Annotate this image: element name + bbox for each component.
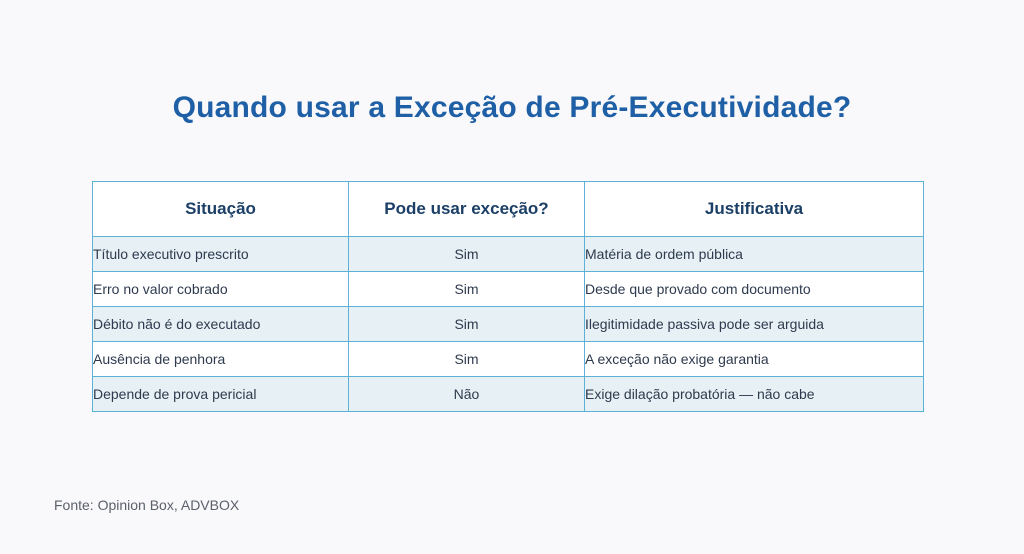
cell-justificativa: Ilegitimidade passiva pode ser arguida <box>584 306 924 342</box>
cell-pode-usar: Sim <box>348 236 585 272</box>
cell-justificativa: Exige dilação probatória — não cabe <box>584 376 924 412</box>
table-row: Título executivo prescrito Sim Matéria d… <box>92 236 924 272</box>
cell-pode-usar: Sim <box>348 341 585 377</box>
source-note: Fonte: Opinion Box, ADVBOX <box>54 497 240 513</box>
table-row: Débito não é do executado Sim Ilegitimid… <box>92 306 924 342</box>
cell-pode-usar: Não <box>348 376 585 412</box>
cell-situacao: Depende de prova pericial <box>92 376 349 412</box>
cell-justificativa: A exceção não exige garantia <box>584 341 924 377</box>
cell-pode-usar: Sim <box>348 306 585 342</box>
exception-table: Situação Pode usar exceção? Justificativ… <box>92 181 924 412</box>
cell-situacao: Erro no valor cobrado <box>92 271 349 307</box>
column-header-pode-usar: Pode usar exceção? <box>348 181 585 237</box>
page-title: Quando usar a Exceção de Pré-Executivida… <box>172 91 852 124</box>
cell-justificativa: Matéria de ordem pública <box>584 236 924 272</box>
column-header-situacao: Situação <box>92 181 349 237</box>
table-header-row: Situação Pode usar exceção? Justificativ… <box>92 181 924 237</box>
table-row: Erro no valor cobrado Sim Desde que prov… <box>92 271 924 307</box>
cell-situacao: Título executivo prescrito <box>92 236 349 272</box>
cell-situacao: Débito não é do executado <box>92 306 349 342</box>
column-header-justificativa: Justificativa <box>584 181 924 237</box>
cell-situacao: Ausência de penhora <box>92 341 349 377</box>
cell-justificativa: Desde que provado com documento <box>584 271 924 307</box>
table-row: Ausência de penhora Sim A exceção não ex… <box>92 341 924 377</box>
cell-pode-usar: Sim <box>348 271 585 307</box>
table-row: Depende de prova pericial Não Exige dila… <box>92 376 924 412</box>
